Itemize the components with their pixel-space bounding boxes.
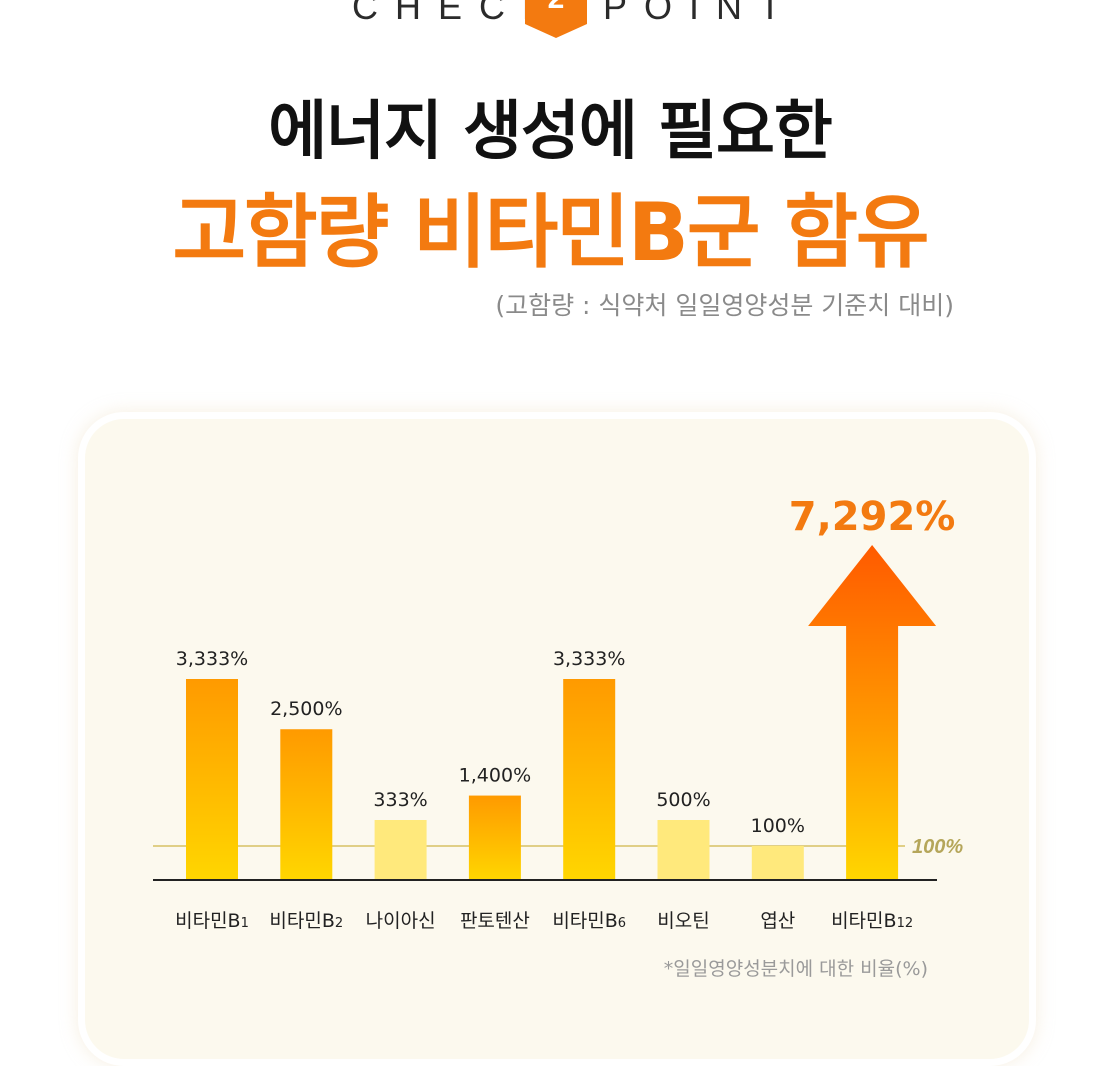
bar-arrow-7 [808,545,937,880]
category-label: 비타민B1 [175,910,249,932]
category-label: 비타민B12 [831,910,913,932]
bar-value-label: 1,400% [459,765,531,787]
headline-highlight: 고함량 비타민B군 함유 [172,186,929,279]
category-label: 나이아신 [366,910,436,932]
check-point-header: CHECK 2 POINT [0,0,1100,38]
category-label: 비타민B2 [269,910,343,932]
check-number: 2 [525,0,587,16]
bar-value-label: 2,500% [270,698,342,720]
chart-footnote: *일일영양성분치에 대한 비율(%) [663,958,928,980]
hexagon-badge-icon [525,0,587,38]
bar-value-label: 3,333% [553,648,625,670]
bar-3 [468,795,521,880]
point-label: POINT [603,0,799,27]
category-label: 엽산 [760,910,795,932]
bar-value-label: 100% [751,815,805,837]
bar-5 [657,820,710,880]
bar-0 [186,679,238,880]
category-label: 비타민B6 [552,910,626,932]
headline: 에너지 생성에 필요한 [268,95,832,169]
bar-chart: 100% 3,333% 비타민B1 2,500% 비타민B2 333% 나이아신 1,400%… [153,494,963,932]
bar-value-label: 7,292% [789,494,956,540]
subnote: (고함량 : 식약처 일일영양성분 기준치 대비) [495,291,954,320]
category-label: 비오틴 [657,910,709,932]
bar-1 [280,729,333,880]
category-label: 판토텐산 [460,910,530,932]
bar-4 [563,679,616,880]
bar-6 [751,846,804,880]
bar-value-label: 500% [656,789,710,811]
check-label: CHECK [352,0,564,27]
reference-line-label: 100% [912,836,963,858]
bar-2 [374,820,427,880]
bar-value-label: 3,333% [176,648,248,670]
bar-value-label: 333% [373,789,427,811]
